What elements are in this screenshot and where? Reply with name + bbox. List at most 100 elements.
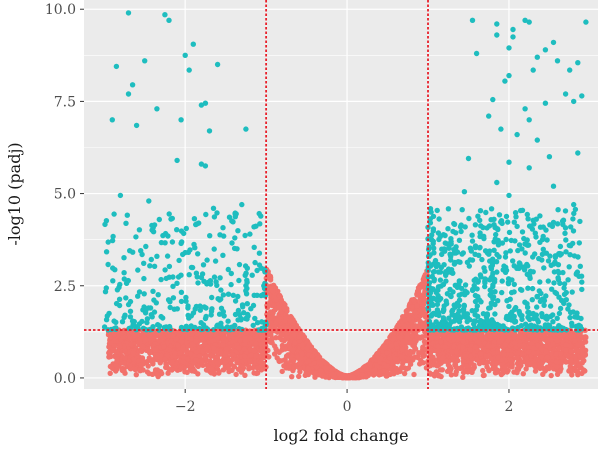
point-not-significant <box>223 349 230 356</box>
point-not-significant <box>128 329 135 336</box>
point-not-significant <box>183 339 190 346</box>
point-not-significant <box>502 364 508 370</box>
point-not-significant <box>567 366 573 372</box>
point-not-significant <box>133 372 139 378</box>
point-not-significant <box>417 361 423 367</box>
point-not-significant <box>278 358 284 364</box>
point-not-significant <box>287 318 294 324</box>
point-not-significant <box>402 338 409 345</box>
point-not-significant <box>189 331 195 337</box>
point-not-significant <box>205 363 212 370</box>
point-not-significant <box>450 355 456 361</box>
point-not-significant <box>559 333 566 339</box>
point-not-significant <box>387 355 393 361</box>
point-not-significant <box>556 345 562 352</box>
point-not-significant <box>145 363 151 369</box>
point-not-significant <box>193 338 199 344</box>
point-not-significant <box>495 354 501 361</box>
point-not-significant <box>279 368 285 375</box>
point-not-significant <box>515 350 521 356</box>
point-not-significant <box>409 303 416 310</box>
point-not-significant <box>412 310 419 316</box>
point-not-significant <box>447 367 453 374</box>
point-not-significant <box>412 346 418 352</box>
point-not-significant <box>267 277 274 283</box>
point-not-significant <box>517 342 523 348</box>
point-not-significant <box>229 356 236 363</box>
point-not-significant <box>511 332 518 339</box>
point-not-significant <box>443 358 449 364</box>
point-not-significant <box>270 288 276 294</box>
point-not-significant <box>238 367 244 374</box>
point-not-significant <box>247 358 253 364</box>
point-not-significant <box>420 301 427 308</box>
point-not-significant <box>193 349 200 355</box>
point-not-significant <box>292 339 298 346</box>
point-not-significant <box>108 353 114 360</box>
point-not-significant <box>494 360 500 366</box>
point-not-significant <box>208 353 215 359</box>
point-not-significant <box>394 369 401 375</box>
point-not-significant <box>274 355 280 361</box>
point-not-significant <box>297 365 303 372</box>
point-not-significant <box>498 371 505 378</box>
point-not-significant <box>460 358 467 365</box>
point-not-significant <box>248 352 254 358</box>
point-not-significant <box>457 365 463 372</box>
point-not-significant <box>253 340 259 347</box>
point-not-significant <box>393 341 399 347</box>
point-not-significant <box>440 354 447 361</box>
point-not-significant <box>253 353 259 359</box>
point-not-significant <box>233 371 239 378</box>
point-not-significant <box>533 332 539 338</box>
point-not-significant <box>135 358 142 364</box>
point-not-significant <box>243 357 249 364</box>
point-not-significant <box>399 364 405 371</box>
point-not-significant <box>192 368 198 374</box>
point-not-significant <box>411 371 417 378</box>
point-not-significant <box>405 365 412 371</box>
point-not-significant <box>481 372 487 378</box>
point-not-significant <box>291 327 297 333</box>
point-not-significant <box>242 372 248 378</box>
point-not-significant <box>530 350 537 356</box>
point-not-significant <box>291 357 297 363</box>
point-not-significant <box>209 366 215 372</box>
point-not-significant <box>460 344 466 350</box>
point-not-significant <box>480 367 486 374</box>
point-not-significant <box>271 324 277 330</box>
point-not-significant <box>223 346 230 352</box>
point-not-significant <box>407 340 413 346</box>
point-not-significant <box>299 342 305 348</box>
point-not-significant <box>427 355 434 361</box>
point-not-significant <box>513 355 520 361</box>
point-not-significant <box>517 360 524 366</box>
point-not-significant <box>169 367 175 373</box>
point-not-significant <box>576 363 582 370</box>
point-not-significant <box>331 373 338 380</box>
point-not-significant <box>508 352 514 358</box>
non-significant-points <box>105 266 589 381</box>
point-not-significant <box>266 354 272 360</box>
point-not-significant <box>266 272 272 278</box>
point-not-significant <box>237 337 243 344</box>
point-not-significant <box>297 360 303 367</box>
point-not-significant <box>177 350 183 356</box>
point-not-significant <box>462 367 468 374</box>
point-not-significant <box>196 353 203 359</box>
point-not-significant <box>459 332 465 338</box>
point-not-significant <box>565 353 571 360</box>
point-not-significant <box>188 351 194 357</box>
point-not-significant <box>234 357 240 363</box>
point-not-significant <box>218 349 224 356</box>
point-not-significant <box>483 334 489 340</box>
point-not-significant <box>225 366 232 372</box>
point-not-significant <box>405 356 411 362</box>
point-not-significant <box>276 349 282 356</box>
point-not-significant <box>395 322 402 328</box>
point-not-significant <box>463 363 470 369</box>
point-not-significant <box>156 337 162 344</box>
point-not-significant <box>415 354 421 361</box>
point-not-significant <box>127 362 133 369</box>
point-not-significant <box>193 357 199 363</box>
